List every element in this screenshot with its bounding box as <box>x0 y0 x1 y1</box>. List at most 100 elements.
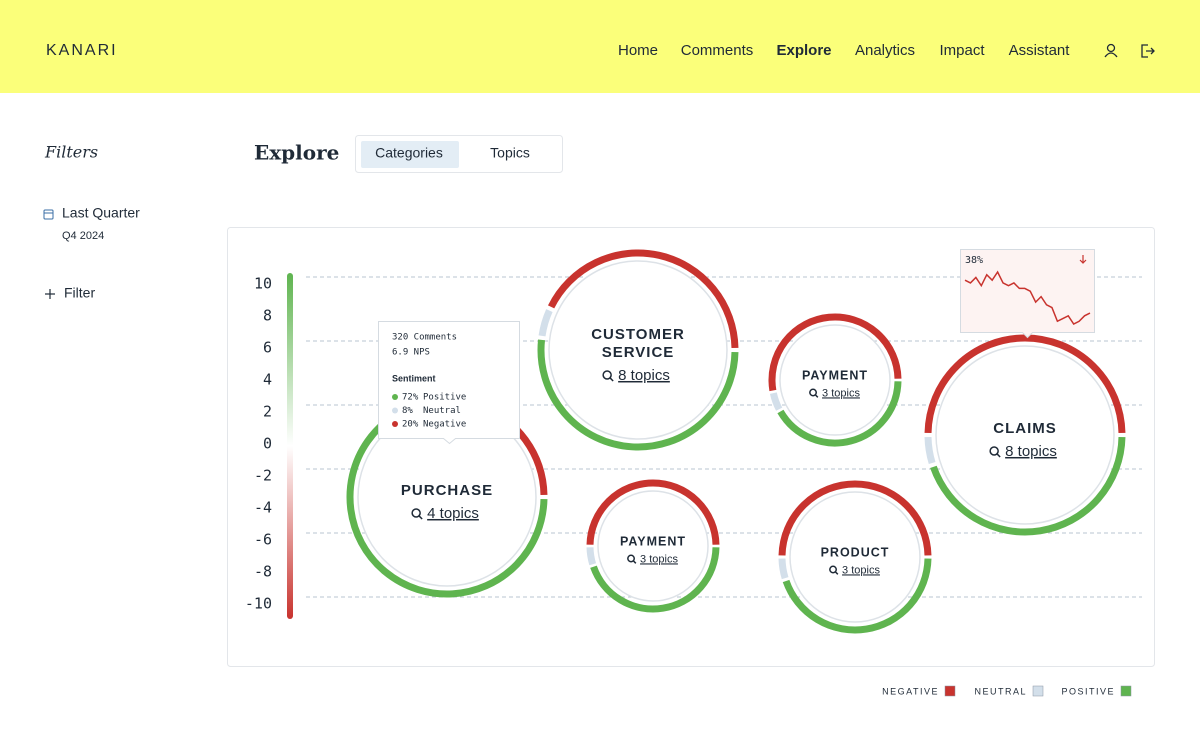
search-icon <box>989 446 999 456</box>
y-tick-label: 0 <box>263 435 272 453</box>
y-tick-label: -6 <box>254 531 272 549</box>
category-name: CLAIMS <box>993 420 1057 437</box>
tooltip-dot <box>392 421 398 427</box>
topics-link[interactable]: 8 topics <box>618 367 670 384</box>
y-tick-label: -4 <box>254 499 272 517</box>
sparkline-box <box>960 249 1095 339</box>
category-bubble[interactable]: CLAIMS 8 topics <box>924 334 1126 536</box>
calendar-icon <box>43 209 54 220</box>
user-icon[interactable] <box>1104 43 1118 58</box>
tooltip-dot <box>392 394 398 400</box>
nav-item[interactable]: Home <box>618 42 658 59</box>
category-name: CUSTOMER <box>591 326 685 343</box>
topics-link[interactable]: 8 topics <box>1005 443 1057 460</box>
category-name: PAYMENT <box>802 368 868 382</box>
tooltip-comments: 320 Comments <box>392 333 457 343</box>
y-tick-label: 2 <box>263 403 272 421</box>
tab-active <box>361 141 459 168</box>
category-bubble[interactable]: PRODUCT 3 topics <box>778 480 932 634</box>
page-title: Explore <box>254 141 339 165</box>
topics-link[interactable]: 4 topics <box>427 505 479 522</box>
sentiment-arc <box>768 313 902 392</box>
y-tick-label: 8 <box>263 307 272 325</box>
y-tick-label: -2 <box>254 467 272 485</box>
logout-icon[interactable] <box>1141 44 1155 58</box>
legend-label: POSITIVE <box>1061 686 1115 696</box>
search-icon <box>809 388 817 397</box>
legend-label: NEUTRAL <box>974 686 1027 696</box>
tooltip-label: Positive <box>423 393 466 403</box>
plus-icon <box>45 289 55 299</box>
tab[interactable]: Topics <box>490 145 530 161</box>
category-name: PAYMENT <box>620 534 686 548</box>
search-icon-handle <box>814 394 819 398</box>
tab[interactable]: Categories <box>375 145 443 161</box>
search-icon-handle <box>996 453 1001 458</box>
topics-link[interactable]: 3 topics <box>822 387 860 399</box>
sparkline-label: 38% <box>965 255 983 266</box>
bubble-inner <box>935 345 1115 525</box>
nav: Home Comments Explore Analytics Impact Assist… <box>618 42 1070 59</box>
sentiment-arc <box>778 480 932 556</box>
sentiment-arc <box>586 547 597 566</box>
sentiment-arc <box>537 339 739 451</box>
bubble-inner <box>548 260 728 440</box>
filters-title: Filters <box>44 143 98 162</box>
tooltip-heading: Sentiment <box>392 373 436 383</box>
category-bubble[interactable]: PAYMENT 3 topics <box>586 479 720 613</box>
search-icon <box>411 508 421 518</box>
sentiment-arc <box>924 334 1126 434</box>
nav-item[interactable]: Assistant <box>1009 42 1071 59</box>
sentiment-arc <box>778 558 789 580</box>
y-tick-label: 6 <box>263 339 272 357</box>
nav-item[interactable]: Comments <box>681 42 754 59</box>
add-filter[interactable]: Filter <box>64 285 95 301</box>
scale-bar <box>287 273 293 619</box>
legend-label: NEGATIVE <box>882 686 939 696</box>
down-arrow <box>1079 255 1087 264</box>
brand: KANARI <box>46 42 118 59</box>
sentiment-arc <box>782 558 932 634</box>
y-tick-label: -10 <box>245 595 272 613</box>
topics-link[interactable]: 3 topics <box>842 564 880 576</box>
sentiment-arc <box>769 392 783 411</box>
nav-item[interactable]: Impact <box>939 42 985 59</box>
header <box>0 0 1200 93</box>
search-icon-handle <box>418 515 423 520</box>
sentiment-arc <box>930 436 1126 536</box>
search-icon <box>829 565 837 574</box>
legend-swatch <box>1032 685 1044 697</box>
nav-item[interactable]: Explore <box>776 42 831 59</box>
category-bubble[interactable]: PAYMENT 3 topics <box>768 313 902 447</box>
sparkline <box>964 270 1091 325</box>
tooltip-box <box>378 321 520 445</box>
period[interactable]: Last Quarter <box>62 205 140 221</box>
legend-swatch <box>944 685 956 697</box>
nav-item[interactable]: Analytics <box>855 42 915 59</box>
legend-swatch <box>1120 685 1132 697</box>
search-icon-handle <box>609 377 614 382</box>
sentiment-arc <box>590 547 720 613</box>
search-icon <box>627 554 635 563</box>
tooltip: 320 Comments 6.9 NPS Sentiment 72% Positive 8… <box>378 321 520 445</box>
topics-link[interactable]: 3 topics <box>640 553 678 565</box>
bubble-inner <box>789 491 921 623</box>
tooltip-label: Negative <box>423 420 466 430</box>
category-name: PRODUCT <box>821 545 890 559</box>
tooltip-value: 8% <box>402 406 413 416</box>
y-tick-label: -8 <box>254 563 272 581</box>
search-icon-handle <box>834 571 839 575</box>
bubble-inner <box>779 324 891 436</box>
sentiment-arc <box>924 436 936 465</box>
y-tick-label: 10 <box>254 275 272 293</box>
sentiment-arc <box>777 381 902 447</box>
search-icon <box>602 370 612 380</box>
sentiment-arc <box>538 309 553 337</box>
search-icon-handle <box>632 560 637 564</box>
category-name: PURCHASE <box>401 482 493 499</box>
tooltip-dot <box>392 407 398 414</box>
tab-group: Categories Topics <box>361 141 530 168</box>
